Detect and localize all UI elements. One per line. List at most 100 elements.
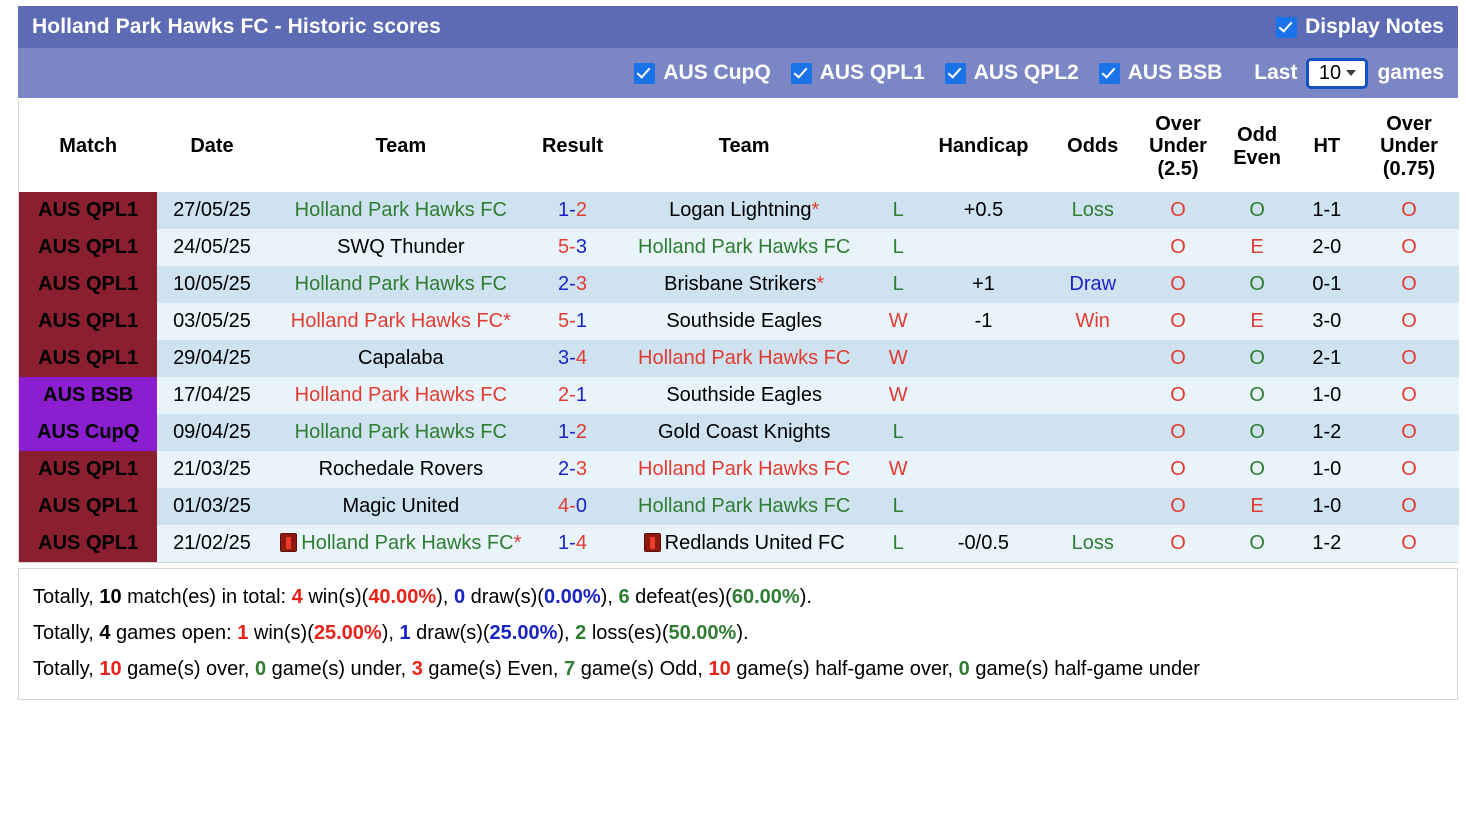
odd-even-value: O — [1219, 451, 1295, 489]
s3-odd: 7 — [564, 658, 576, 680]
away-team[interactable]: Holland Park Hawks FC — [609, 340, 879, 378]
away-team-label: Holland Park Hawks FC — [638, 458, 851, 481]
result-score[interactable]: 5-3 — [535, 229, 610, 267]
half-time-score: 0-1 — [1294, 266, 1360, 304]
aus-qpl2-checkbox[interactable] — [944, 62, 966, 84]
over-under-075-value: O — [1359, 340, 1459, 378]
result-score[interactable]: 2-3 — [535, 266, 610, 304]
away-team[interactable]: Redlands United FC — [609, 525, 879, 563]
league-badge[interactable]: AUS BSB — [19, 377, 158, 415]
aus-bsb-checkbox[interactable] — [1098, 62, 1120, 84]
display-notes-toggle[interactable]: Display Notes — [1276, 15, 1444, 39]
home-team[interactable]: Capalaba — [266, 340, 536, 378]
table-row[interactable]: AUS QPL1 10/05/25 Holland Park Hawks FC 2-3… — [19, 266, 1459, 304]
league-badge[interactable]: AUS QPL1 — [19, 192, 158, 230]
table-row[interactable]: AUS QPL1 24/05/25 SWQ Thunder 5-3 Holland Pa… — [19, 229, 1459, 267]
table-row[interactable]: AUS QPL1 21/03/25 Rochedale Rovers 2-3 Holla… — [19, 451, 1459, 489]
league-badge[interactable]: AUS CupQ — [19, 414, 158, 452]
away-team[interactable]: Logan Lightning* — [609, 192, 879, 230]
away-team[interactable]: Southside Eagles — [609, 303, 879, 341]
aus-qpl1-label: AUS QPL1 — [819, 61, 925, 84]
table-row[interactable]: AUS BSB 17/04/25 Holland Park Hawks FC 2-1 S… — [19, 377, 1459, 415]
aus-qpl1-checkbox[interactable] — [790, 62, 812, 84]
over-under-075-value: O — [1359, 303, 1459, 341]
table-row[interactable]: AUS CupQ 09/04/25 Holland Park Hawks FC 1-2… — [19, 414, 1459, 452]
odd-even-value: O — [1219, 377, 1295, 415]
result-score[interactable]: 2-3 — [535, 451, 610, 489]
league-filter-aus-bsb[interactable]: AUS BSB — [1098, 61, 1222, 85]
chevron-down-icon — [1346, 70, 1357, 76]
home-team[interactable]: Magic United — [266, 488, 536, 526]
s3-t4: game(s) Even, — [422, 658, 565, 680]
away-team[interactable]: Holland Park Hawks FC — [609, 488, 879, 526]
table-row[interactable]: AUS QPL1 01/03/25 Magic United 4-0 Holland P… — [19, 488, 1459, 526]
home-team-label: Rochedale Rovers — [318, 458, 484, 481]
home-score: 1 — [558, 199, 570, 222]
aus-cupq-checkbox[interactable] — [634, 62, 656, 84]
home-team[interactable]: Holland Park Hawks FC — [266, 266, 536, 304]
handicap-value — [917, 414, 1050, 452]
league-badge[interactable]: AUS QPL1 — [19, 525, 158, 563]
odds-value: Loss — [1049, 525, 1137, 563]
home-score: 1 — [558, 421, 570, 444]
score-separator: - — [569, 421, 576, 444]
table-row[interactable]: AUS QPL1 03/05/25 Holland Park Hawks FC* 5-… — [19, 303, 1459, 341]
result-score[interactable]: 2-1 — [535, 377, 610, 415]
s1-def-pct: 60.00% — [731, 586, 800, 608]
away-team[interactable]: Brisbane Strikers* — [609, 266, 879, 304]
handicap-value — [917, 451, 1050, 489]
col-over-under-075: Over Under (0.75) — [1359, 101, 1459, 193]
home-team[interactable]: Holland Park Hawks FC — [266, 192, 536, 230]
home-score: 5 — [558, 310, 570, 333]
home-score: 2 — [558, 384, 570, 407]
table-row[interactable]: AUS QPL1 27/05/25 Holland Park Hawks FC 1-2… — [19, 192, 1459, 230]
league-badge[interactable]: AUS QPL1 — [19, 451, 158, 489]
home-team[interactable]: Holland Park Hawks FC* — [266, 303, 536, 341]
match-date: 09/04/25 — [157, 414, 267, 452]
away-team[interactable]: Holland Park Hawks FC — [609, 451, 879, 489]
score-separator: - — [569, 495, 576, 518]
last-games-select[interactable]: 10 — [1306, 57, 1369, 89]
league-badge[interactable]: AUS QPL1 — [19, 488, 158, 526]
odds-value: Draw — [1049, 266, 1137, 304]
ou075-line1: Over — [1386, 113, 1432, 135]
half-time-score: 3-0 — [1294, 303, 1360, 341]
table-row[interactable]: AUS QPL1 21/02/25 Holland Park Hawks FC* 1-… — [19, 525, 1459, 563]
s3-t6: game(s) half-game over, — [730, 658, 959, 680]
result-score[interactable]: 3-4 — [535, 340, 610, 378]
filter-bar: AUS CupQ AUS QPL1 AUS QPL2 AUS BSB Last … — [18, 48, 1458, 98]
result-score[interactable]: 1-4 — [535, 525, 610, 563]
result-score[interactable]: 5-1 — [535, 303, 610, 341]
away-team[interactable]: Holland Park Hawks FC — [609, 229, 879, 267]
display-notes-checkbox[interactable] — [1276, 16, 1298, 38]
league-badge[interactable]: AUS QPL1 — [19, 303, 158, 341]
away-team[interactable]: Southside Eagles — [609, 377, 879, 415]
odds-value — [1049, 340, 1137, 378]
away-team[interactable]: Gold Coast Knights — [609, 414, 879, 452]
home-team[interactable]: Rochedale Rovers — [266, 451, 536, 489]
s2-losses: 2 — [575, 622, 587, 644]
home-team[interactable]: Holland Park Hawks FC — [266, 414, 536, 452]
home-team-label: Holland Park Hawks FC — [294, 199, 507, 222]
odd-even-value: O — [1219, 525, 1295, 563]
home-team[interactable]: Holland Park Hawks FC* — [266, 525, 536, 563]
league-badge[interactable]: AUS QPL1 — [19, 340, 158, 378]
league-filter-aus-cupq[interactable]: AUS CupQ — [634, 61, 771, 85]
score-separator: - — [569, 384, 576, 407]
league-badge[interactable]: AUS QPL1 — [19, 229, 158, 267]
score-separator: - — [569, 310, 576, 333]
result-score[interactable]: 1-2 — [535, 414, 610, 452]
result-score[interactable]: 1-2 — [535, 192, 610, 230]
league-filter-aus-qpl1[interactable]: AUS QPL1 — [790, 61, 925, 85]
s2-loss-pct: 50.00% — [668, 622, 737, 644]
handicap-value: -0/0.5 — [917, 525, 1050, 563]
s2-t7: loss(es)( — [586, 622, 669, 644]
col-over-under-25: Over Under (2.5) — [1136, 101, 1220, 193]
league-filter-aus-qpl2[interactable]: AUS QPL2 — [944, 61, 1079, 85]
home-team[interactable]: Holland Park Hawks FC — [266, 377, 536, 415]
result-score[interactable]: 4-0 — [535, 488, 610, 526]
col-date: Date — [157, 101, 267, 193]
table-row[interactable]: AUS QPL1 29/04/25 Capalaba 3-4 Holland Park … — [19, 340, 1459, 378]
home-team[interactable]: SWQ Thunder — [266, 229, 536, 267]
league-badge[interactable]: AUS QPL1 — [19, 266, 158, 304]
